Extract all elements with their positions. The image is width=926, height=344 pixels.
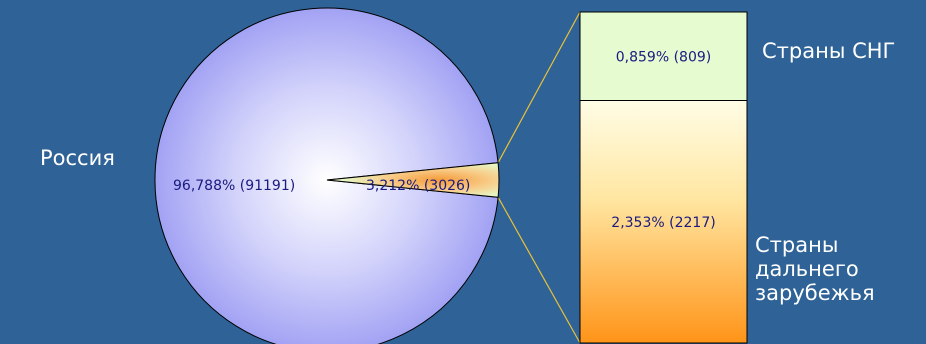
category-label-russia: Россия: [40, 146, 115, 170]
data-label-russia: 96,788% (91191): [173, 178, 295, 194]
category-label-cis: Страны СНГ: [762, 39, 896, 63]
data-labels: 0,859% (809) 2,353% (2217) 96,788% (91191)…: [173, 49, 716, 231]
pie-slice-abroad: [326, 162, 500, 198]
connector-line-bottom: [497, 197, 581, 344]
pie-slice-russia: [154, 7, 499, 344]
connector-line-top: [497, 11, 581, 163]
pie: [154, 7, 500, 344]
data-label-cis: 0,859% (809): [616, 49, 711, 65]
connector-lines: [497, 11, 581, 344]
breakdown-bar: [579, 11, 748, 344]
category-label-far-abroad: Страны дальнего зарубежья: [755, 233, 875, 306]
bar-segment-cis: [579, 11, 748, 101]
data-label-abroad-total: 3,212% (3026): [366, 178, 470, 194]
data-label-far-abroad: 2,353% (2217): [611, 215, 715, 231]
bar-segment-far-abroad: [579, 100, 748, 344]
